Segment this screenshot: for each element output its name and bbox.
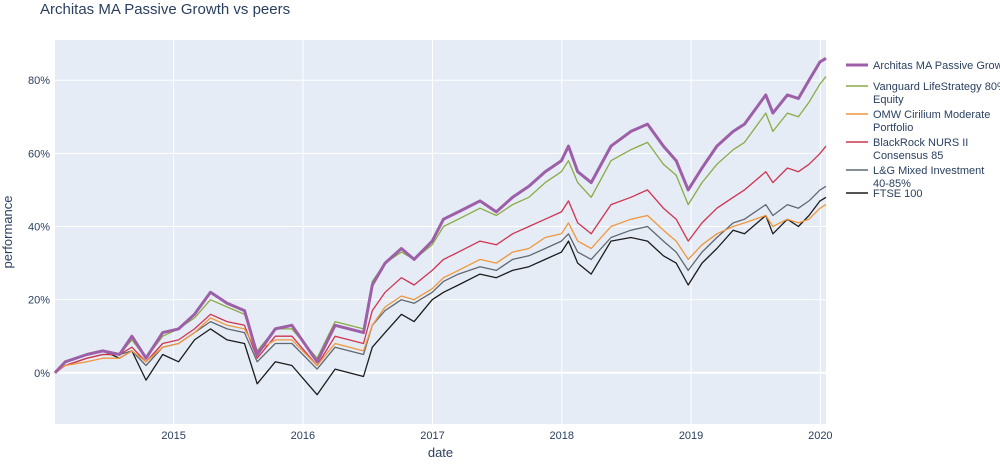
legend: Architas MA Passive Growth Vanguard LifeS… [846,60,1000,200]
y-tick-label: 40% [28,222,50,234]
x-tick-label: 2016 [291,430,315,442]
legend-label: Vanguard LifeStrategy 80% [873,81,1000,93]
series-line-omw-cirilium-moderate-portfolio [54,204,827,374]
grid-layer [55,40,826,424]
series-line-blackrock-nurs-ii-consensus-85 [54,145,827,374]
y-tick-label: 20% [28,295,50,307]
legend-label: 40-85% [873,178,911,190]
x-tick-label: 2015 [161,430,185,442]
y-tick-label: 0% [34,368,50,380]
y-axis-title: performance [0,196,15,269]
series-layer [53,57,827,396]
y-tick-label: 80% [28,75,50,87]
legend-label: Equity [873,94,904,106]
legend-item-architas-ma-passive-growth[interactable]: Architas MA Passive Growth [846,60,1000,72]
legend-label: L&G Mixed Investment [873,165,984,177]
legend-item-ftse-100[interactable]: FTSE 100 [846,188,923,200]
x-tick-label: 2019 [679,430,703,442]
y-tick-label: 60% [28,148,50,160]
legend-label: Consensus 85 [873,150,943,162]
legend-label: OMW Cirilium Moderate [873,109,990,121]
chart-title: Architas MA Passive Growth vs peers [40,1,291,18]
legend-item-vanguard-lifestrategy-80-equity[interactable]: Vanguard LifeStrategy 80%Equity [846,81,1000,106]
x-tick-label: 2017 [420,430,444,442]
x-tick-label: 2018 [550,430,574,442]
series-line-architas-ma-passive-growth [53,57,827,374]
legend-label: Portfolio [873,122,913,134]
x-tick-label: 2020 [808,430,832,442]
tick-layer: 0% 20% 40% 60% 80% 2015 2016 2017 2018 2019 2020 [28,75,833,442]
legend-label: Architas MA Passive Growth [873,60,1000,72]
legend-label: FTSE 100 [873,188,923,200]
x-axis-title: date [428,445,453,460]
legend-label: BlackRock NURS II [873,137,968,149]
series-line-ftse-100 [54,196,827,396]
